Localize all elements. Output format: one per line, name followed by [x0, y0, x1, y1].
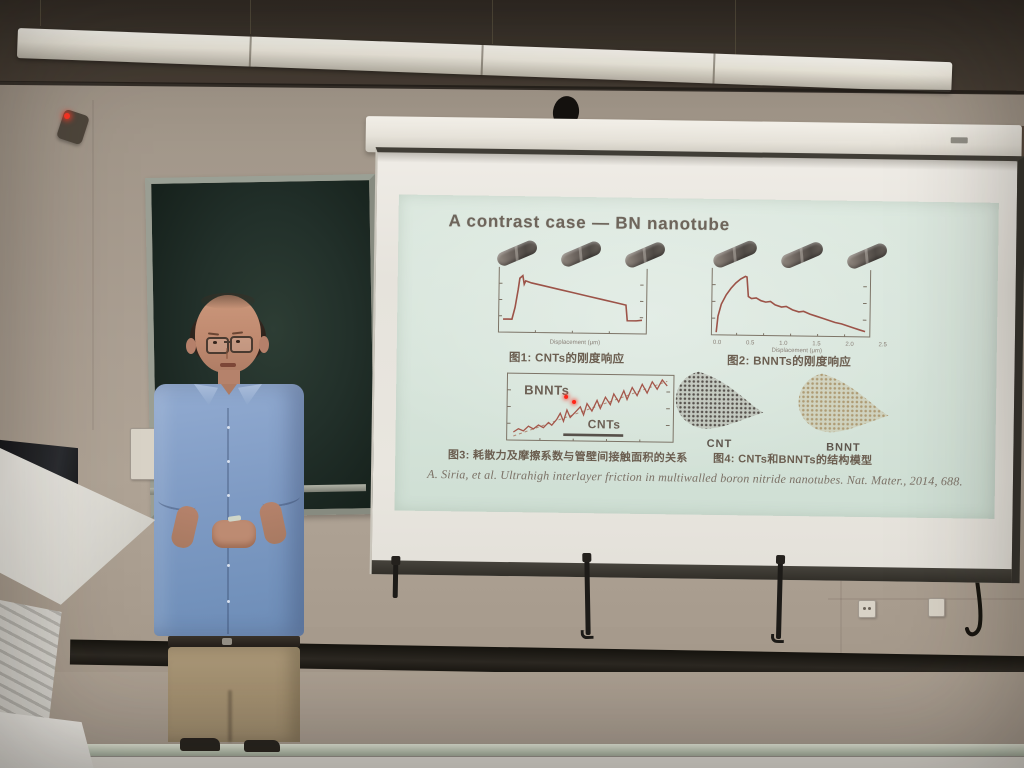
shirt-button: [226, 600, 230, 603]
light-suspension-wire: [250, 0, 251, 34]
cnt-label: CNT: [706, 437, 733, 451]
podium: [0, 430, 250, 768]
tick-label: 1.0: [779, 340, 788, 347]
shirt-button: [226, 426, 230, 429]
bnnt-force-trace: [716, 276, 866, 334]
outlet-socket: [868, 607, 871, 610]
neck: [218, 370, 240, 388]
light-suspension-wire: [40, 0, 41, 26]
podium-vent-grille: [0, 600, 62, 720]
bnnt-force-chart: [697, 265, 878, 344]
tick-label: 2.5: [878, 342, 887, 349]
clasped-hands: [212, 520, 256, 548]
outlet-socket: [863, 607, 866, 610]
glasses-lens: [230, 336, 253, 353]
shoe: [180, 738, 220, 751]
light-segment-joint: [480, 45, 484, 76]
x-axis-label: Displacement (μm): [549, 339, 601, 347]
collar-opening: [221, 384, 237, 395]
presenter: [128, 292, 328, 768]
bnnts-series-label: BNNTs: [524, 382, 570, 398]
shirt-button: [226, 460, 230, 463]
glasses: [206, 336, 253, 354]
figure-3-friction-chart: BNNTs CNTs: [495, 366, 681, 449]
floor: [0, 756, 1024, 768]
belt: [168, 636, 300, 647]
screen-pull-strap: [392, 559, 399, 599]
figure-1-cnt-stiffness: Displacement (μm): [485, 238, 668, 348]
screen-brand-mark: [950, 137, 968, 144]
cnt-model: CNT: [667, 366, 772, 450]
slide-title: A contrast case — BN nanotube: [448, 211, 731, 235]
wall-outlet: [858, 600, 876, 618]
wall-seam: [828, 598, 1024, 600]
projection-screen: A contrast case — BN nanotube Displaceme…: [357, 116, 1024, 597]
screen-surface: A contrast case — BN nanotube Displaceme…: [369, 147, 1024, 584]
bnnt-lattice-cone: [798, 373, 889, 433]
cnts-series-label: CNTs: [587, 417, 621, 432]
slide-citation: A. Siria, et al. Ultrahigh interlayer fr…: [427, 466, 963, 489]
khaki-trousers: [168, 647, 300, 742]
wall-outlet: [928, 598, 945, 617]
red-indicator-led: [64, 113, 70, 119]
ear: [186, 338, 196, 354]
presentation-slide: A contrast case — BN nanotube Displaceme…: [394, 194, 999, 519]
ear: [259, 336, 269, 353]
eye: [236, 340, 240, 343]
bnnt-friction-trace: [513, 378, 667, 434]
light-segment-joint: [712, 53, 716, 84]
wall-seam: [840, 565, 842, 655]
nanotube-capsule-row: [711, 238, 898, 271]
figure-1-caption: 图1: CNTs的刚度响应: [508, 352, 625, 366]
head: [195, 293, 261, 373]
cnt-friction-trace: [563, 435, 623, 436]
bnnt-model: BNNT: [789, 368, 898, 454]
figure-4-caption: 图4: CNTs和BNNTs的结构模型: [713, 452, 873, 468]
belt-buckle: [222, 638, 232, 645]
light-suspension-wire: [492, 0, 493, 44]
nose: [226, 348, 228, 359]
figure-2-bnnt-stiffness: 0.0 0.5 1.0 1.5 2.0 2.5 Displacement (μm…: [697, 238, 898, 356]
podium-top-surface: [0, 448, 156, 605]
screen-bottom-bar: [371, 560, 1012, 584]
wall-seam: [92, 100, 94, 430]
light-suspension-wire: [735, 0, 736, 56]
nanotube-capsule-row: [495, 238, 668, 270]
cnt-force-trace: [503, 275, 643, 321]
tick-label: 0.5: [745, 340, 755, 347]
podium-base: [0, 712, 94, 768]
figure-4-structure-models: CNT BNNT: [667, 366, 898, 454]
friction-vs-contact-chart: [495, 370, 681, 449]
cnt-lattice-cone: [675, 371, 764, 429]
tick-label: 0.0: [712, 339, 722, 347]
glasses-lens: [206, 337, 229, 354]
eye: [213, 341, 217, 344]
laser-pointer-dot: [572, 399, 577, 404]
laser-pointer-dot: [564, 394, 569, 399]
tick-label: 1.5: [812, 341, 821, 348]
tick-label: 2.0: [845, 341, 854, 348]
mouth: [220, 363, 236, 367]
light-segment-joint: [248, 36, 252, 67]
trouser-leg-gap: [228, 690, 232, 742]
glasses-bridge: [224, 341, 231, 343]
shoe: [244, 740, 280, 752]
shirt-button: [226, 564, 230, 567]
cnt-force-chart: [485, 264, 654, 340]
shirt-button: [226, 494, 230, 497]
